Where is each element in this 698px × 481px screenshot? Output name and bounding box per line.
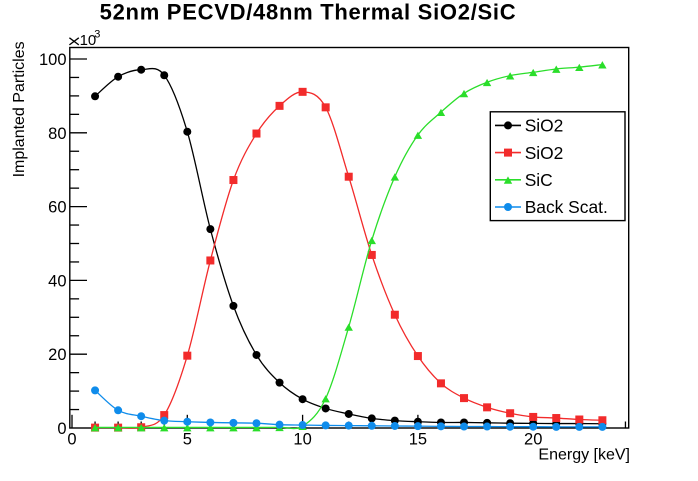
- svg-text:10: 10: [293, 431, 311, 449]
- svg-text:15: 15: [409, 431, 427, 449]
- svg-text:10: 10: [80, 32, 97, 49]
- svg-text:20: 20: [524, 431, 542, 449]
- svg-text:5: 5: [183, 431, 192, 449]
- svg-text:0: 0: [67, 431, 76, 449]
- svg-text:0: 0: [57, 420, 66, 438]
- svg-text:Energy [keV]: Energy [keV]: [538, 447, 630, 464]
- svg-text:3: 3: [94, 28, 100, 40]
- svg-text:100: 100: [39, 51, 67, 69]
- svg-text:Implanted Particles: Implanted Particles: [11, 41, 28, 177]
- svg-text:20: 20: [48, 346, 66, 364]
- svg-text:40: 40: [48, 272, 66, 290]
- svg-text:SiO2: SiO2: [525, 143, 564, 163]
- svg-text:80: 80: [48, 125, 66, 143]
- svg-text:Back Scat.: Back Scat.: [525, 197, 608, 217]
- svg-text:SiO2: SiO2: [525, 116, 564, 136]
- svg-text:SiC: SiC: [525, 170, 553, 190]
- svg-text:60: 60: [48, 199, 66, 217]
- svg-text:52nm PECVD/48nm Thermal SiO2/S: 52nm PECVD/48nm Thermal SiO2/SiC: [100, 0, 517, 25]
